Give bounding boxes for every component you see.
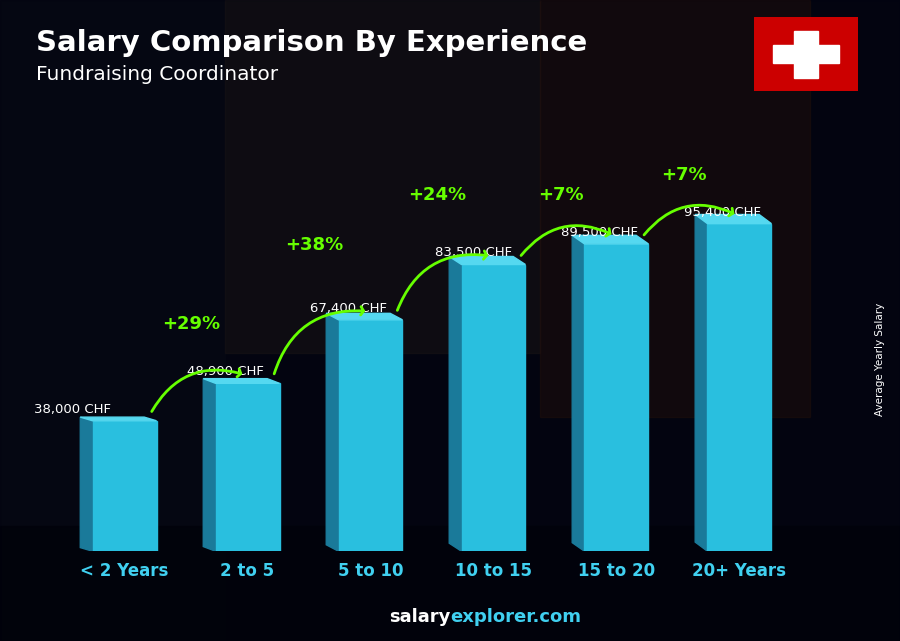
Text: 83,500 CHF: 83,500 CHF (436, 246, 512, 260)
Polygon shape (326, 313, 402, 320)
Bar (584, 244, 648, 551)
Text: +7%: +7% (661, 166, 707, 184)
Text: salary: salary (389, 608, 450, 626)
Text: 67,400 CHF: 67,400 CHF (310, 302, 387, 315)
Text: +38%: +38% (285, 237, 344, 254)
Text: +29%: +29% (163, 315, 220, 333)
Text: Salary Comparison By Experience: Salary Comparison By Experience (36, 29, 587, 57)
Polygon shape (572, 235, 648, 244)
Bar (707, 224, 771, 551)
Bar (773, 46, 839, 63)
Text: explorer.com: explorer.com (450, 608, 581, 626)
Polygon shape (449, 256, 526, 265)
Text: Average Yearly Salary: Average Yearly Salary (875, 303, 886, 415)
Bar (462, 265, 526, 551)
Polygon shape (695, 215, 771, 224)
Polygon shape (203, 379, 216, 551)
Bar (216, 383, 280, 551)
Bar (540, 0, 810, 417)
Text: +24%: +24% (409, 186, 466, 204)
Bar (0, 0, 225, 641)
Bar (338, 320, 402, 551)
Text: 38,000 CHF: 38,000 CHF (34, 403, 112, 415)
Text: 48,900 CHF: 48,900 CHF (187, 365, 264, 378)
Bar (93, 420, 157, 551)
Text: 95,400 CHF: 95,400 CHF (684, 206, 760, 219)
Polygon shape (572, 235, 584, 551)
Polygon shape (203, 379, 280, 383)
Bar (0, 526, 900, 641)
Polygon shape (449, 256, 462, 551)
Polygon shape (80, 417, 157, 420)
Polygon shape (326, 313, 338, 551)
Bar (794, 31, 818, 78)
Polygon shape (695, 215, 707, 551)
Text: Fundraising Coordinator: Fundraising Coordinator (36, 65, 278, 85)
Text: 89,500 CHF: 89,500 CHF (561, 226, 638, 238)
Polygon shape (80, 417, 93, 551)
Bar (225, 0, 540, 353)
Text: +7%: +7% (537, 186, 583, 204)
